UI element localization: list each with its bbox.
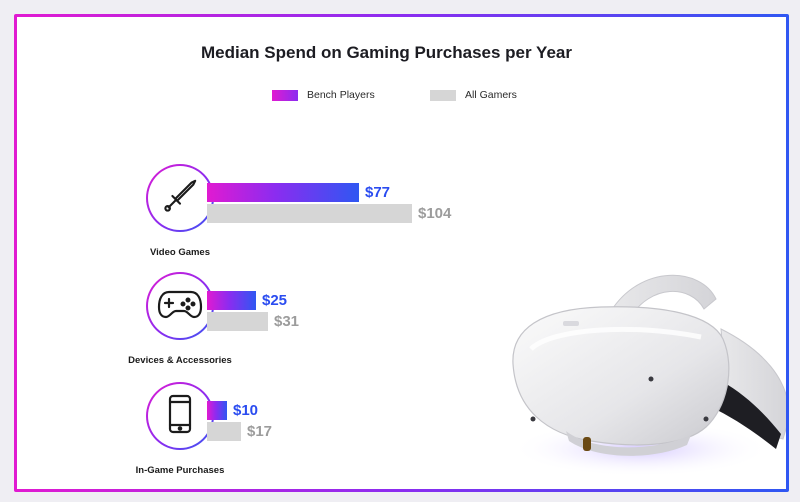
category-label: In-Game Purchases — [135, 465, 225, 476]
legend-item-bench: Bench Players — [272, 89, 375, 101]
bar-all-gamers — [207, 312, 268, 331]
gamepad-icon — [157, 287, 203, 326]
sword-icon — [161, 177, 199, 220]
category-icon-ring — [146, 382, 214, 450]
vr-headset-image — [511, 274, 786, 477]
category-label: Video Games — [149, 247, 211, 258]
legend-item-all: All Gamers — [430, 89, 517, 101]
value-label-all: $104 — [418, 205, 452, 222]
legend-swatch-bench — [272, 89, 298, 101]
chart-row: Video Games $77 $104 — [17, 164, 537, 274]
value-label-bench: $77 — [365, 184, 391, 201]
legend-swatch-all — [430, 89, 456, 101]
category-icon-inner — [148, 384, 212, 448]
bar-all-gamers — [207, 422, 241, 441]
value-label-bench: $10 — [233, 402, 259, 419]
value-label-all: $17 — [247, 423, 273, 440]
legend-label-bench: Bench Players — [307, 89, 375, 101]
category-icon-ring — [146, 164, 214, 232]
chart-row: Devices & Accessories $25 $31 — [17, 272, 537, 382]
gradient-frame: Median Spend on Gaming Purchases per Yea… — [14, 14, 789, 492]
chart-title: Median Spend on Gaming Purchases per Yea… — [201, 43, 572, 62]
category-icon-ring — [146, 272, 214, 340]
bar-bench-players — [207, 401, 227, 420]
bar-all-gamers — [207, 204, 412, 223]
category-icon-inner — [148, 166, 212, 230]
bar-bench-players — [207, 183, 359, 202]
category-icon-inner — [148, 274, 212, 338]
category-label: Devices & Accessories — [128, 355, 232, 366]
bar-bench-players — [207, 291, 256, 310]
chart-card: Median Spend on Gaming Purchases per Yea… — [17, 17, 786, 489]
value-label-all: $31 — [274, 313, 300, 330]
chart-row: In-Game Purchases $10 $17 — [17, 382, 537, 489]
value-label-bench: $25 — [262, 292, 288, 309]
phone-icon — [165, 394, 195, 439]
legend-label-all: All Gamers — [465, 89, 517, 101]
